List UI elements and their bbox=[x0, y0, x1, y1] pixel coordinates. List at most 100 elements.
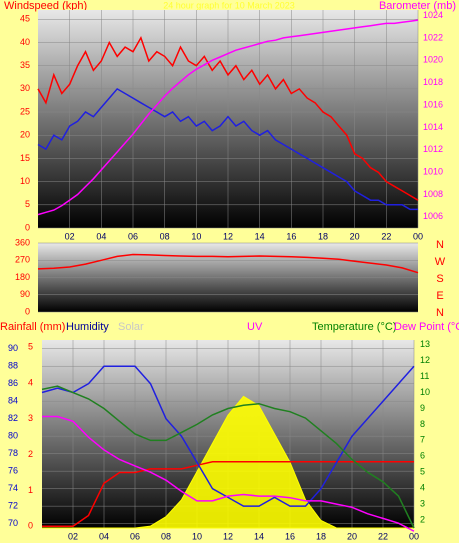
y-tick-label: 13 bbox=[420, 339, 430, 349]
series-line bbox=[41, 385, 415, 529]
x-tick-label: 06 bbox=[128, 231, 138, 241]
y-tick-label: 80 bbox=[8, 431, 18, 441]
x-tick-label: 02 bbox=[68, 531, 78, 541]
y-tick-label: 180 bbox=[15, 272, 30, 282]
series-label: Solar bbox=[118, 321, 144, 333]
x-tick-label: 16 bbox=[286, 231, 296, 241]
y-tick-label: 0 bbox=[25, 306, 30, 316]
y-tick-label: 1016 bbox=[423, 99, 443, 109]
y-tick-label: 1014 bbox=[423, 122, 443, 132]
series-line bbox=[42, 415, 415, 532]
y-tick-label: 6 bbox=[420, 451, 425, 461]
series-line bbox=[42, 461, 414, 527]
series-label: Temperature (°C) bbox=[312, 321, 396, 333]
y-tick-label: 70 bbox=[8, 518, 18, 528]
x-tick-label: 06 bbox=[130, 531, 140, 541]
y-tick-label: 270 bbox=[15, 255, 30, 265]
y-tick-label: 360 bbox=[15, 237, 30, 247]
y-tick-label: 3 bbox=[28, 413, 33, 423]
x-tick-label: 08 bbox=[160, 231, 170, 241]
y-tick-label: 0 bbox=[25, 222, 30, 232]
y-tick-label: 11 bbox=[420, 371, 429, 381]
y-tick-label: 1012 bbox=[423, 144, 443, 154]
y-tick-label: 1022 bbox=[423, 32, 443, 42]
series-line bbox=[37, 87, 418, 211]
y-tick-label: 90 bbox=[20, 289, 30, 299]
y-tick-label: 1018 bbox=[423, 77, 443, 87]
y-tick-label: 15 bbox=[20, 153, 30, 163]
y-tick-label: 86 bbox=[8, 378, 18, 388]
x-tick-label: 00 bbox=[413, 231, 423, 241]
y-tick-label: 0 bbox=[28, 521, 33, 531]
y-tick-label: S bbox=[436, 273, 443, 285]
y-tick-label: 8 bbox=[420, 419, 425, 429]
y-tick-label: 1010 bbox=[423, 166, 443, 176]
y-tick-label: 45 bbox=[20, 14, 30, 24]
y-tick-label: 88 bbox=[8, 361, 18, 371]
y-tick-label: 40 bbox=[20, 37, 30, 47]
y-tick-label: 74 bbox=[8, 483, 18, 493]
y-tick-label: 90 bbox=[8, 343, 18, 353]
y-tick-label: 12 bbox=[420, 355, 430, 365]
y-tick-label: W bbox=[435, 256, 446, 268]
x-tick-label: 12 bbox=[223, 531, 233, 541]
x-tick-label: 18 bbox=[318, 231, 328, 241]
x-tick-label: 14 bbox=[254, 531, 264, 541]
x-tick-label: 12 bbox=[223, 231, 233, 241]
y-tick-label: 4 bbox=[420, 483, 425, 493]
y-tick-label: 5 bbox=[420, 467, 425, 477]
y2-label: Barometer (mb) bbox=[379, 0, 456, 12]
series-line bbox=[37, 19, 419, 216]
x-tick-label: 10 bbox=[192, 531, 202, 541]
y-tick-label: 20 bbox=[20, 130, 30, 140]
series-label: Dew Point (°C) bbox=[394, 321, 459, 333]
y-tick-label: 76 bbox=[8, 466, 18, 476]
x-tick-label: 04 bbox=[96, 231, 106, 241]
x-tick-label: 20 bbox=[350, 231, 360, 241]
y-tick-label: 10 bbox=[420, 387, 430, 397]
y-tick-label: 7 bbox=[420, 435, 425, 445]
x-tick-label: 20 bbox=[347, 531, 357, 541]
y-tick-label: 10 bbox=[20, 176, 30, 186]
x-tick-label: 22 bbox=[381, 231, 391, 241]
x-tick-label: 02 bbox=[65, 231, 75, 241]
y-tick-label: 25 bbox=[20, 106, 30, 116]
y-tick-label: E bbox=[436, 290, 443, 302]
series-label: Humidity bbox=[66, 321, 109, 333]
x-tick-label: 04 bbox=[99, 531, 109, 541]
y-tick-label: 5 bbox=[25, 199, 30, 209]
y-tick-label: 3 bbox=[420, 498, 425, 508]
y-tick-label: 78 bbox=[8, 448, 18, 458]
series-line bbox=[41, 365, 415, 507]
y-tick-label: N bbox=[436, 307, 444, 319]
series-label: Rainfall (mm) bbox=[0, 321, 65, 333]
y-tick-label: 5 bbox=[28, 342, 33, 352]
y-tick-label: 35 bbox=[20, 60, 30, 70]
y-tick-label: 1 bbox=[28, 485, 33, 495]
y-tick-label: 1008 bbox=[423, 189, 443, 199]
series-line bbox=[37, 35, 419, 201]
y-tick-label: 30 bbox=[20, 83, 30, 93]
y-tick-label: 1024 bbox=[423, 10, 443, 20]
series-line bbox=[37, 253, 419, 274]
y-tick-label: 1006 bbox=[423, 211, 443, 221]
y-tick-label: 4 bbox=[28, 377, 33, 387]
x-tick-label: 16 bbox=[285, 531, 295, 541]
y-tick-label: 84 bbox=[8, 396, 18, 406]
title: 24 hour graph for 10 March 2023 bbox=[163, 0, 295, 10]
x-tick-label: 08 bbox=[161, 531, 171, 541]
y-tick-label: 9 bbox=[420, 403, 425, 413]
x-tick-label: 18 bbox=[316, 531, 326, 541]
y-label: Windspeed (kph) bbox=[4, 0, 87, 12]
x-tick-label: 22 bbox=[378, 531, 388, 541]
y-tick-label: 2 bbox=[28, 449, 33, 459]
x-tick-label: 14 bbox=[255, 231, 265, 241]
y-tick-label: 82 bbox=[8, 413, 18, 423]
x-tick-label: 00 bbox=[409, 531, 419, 541]
y-tick-label: 1020 bbox=[423, 55, 443, 65]
series-label: UV bbox=[247, 321, 263, 333]
y-tick-label: N bbox=[436, 239, 444, 251]
y-tick-label: 2 bbox=[420, 514, 425, 524]
x-tick-label: 10 bbox=[191, 231, 201, 241]
